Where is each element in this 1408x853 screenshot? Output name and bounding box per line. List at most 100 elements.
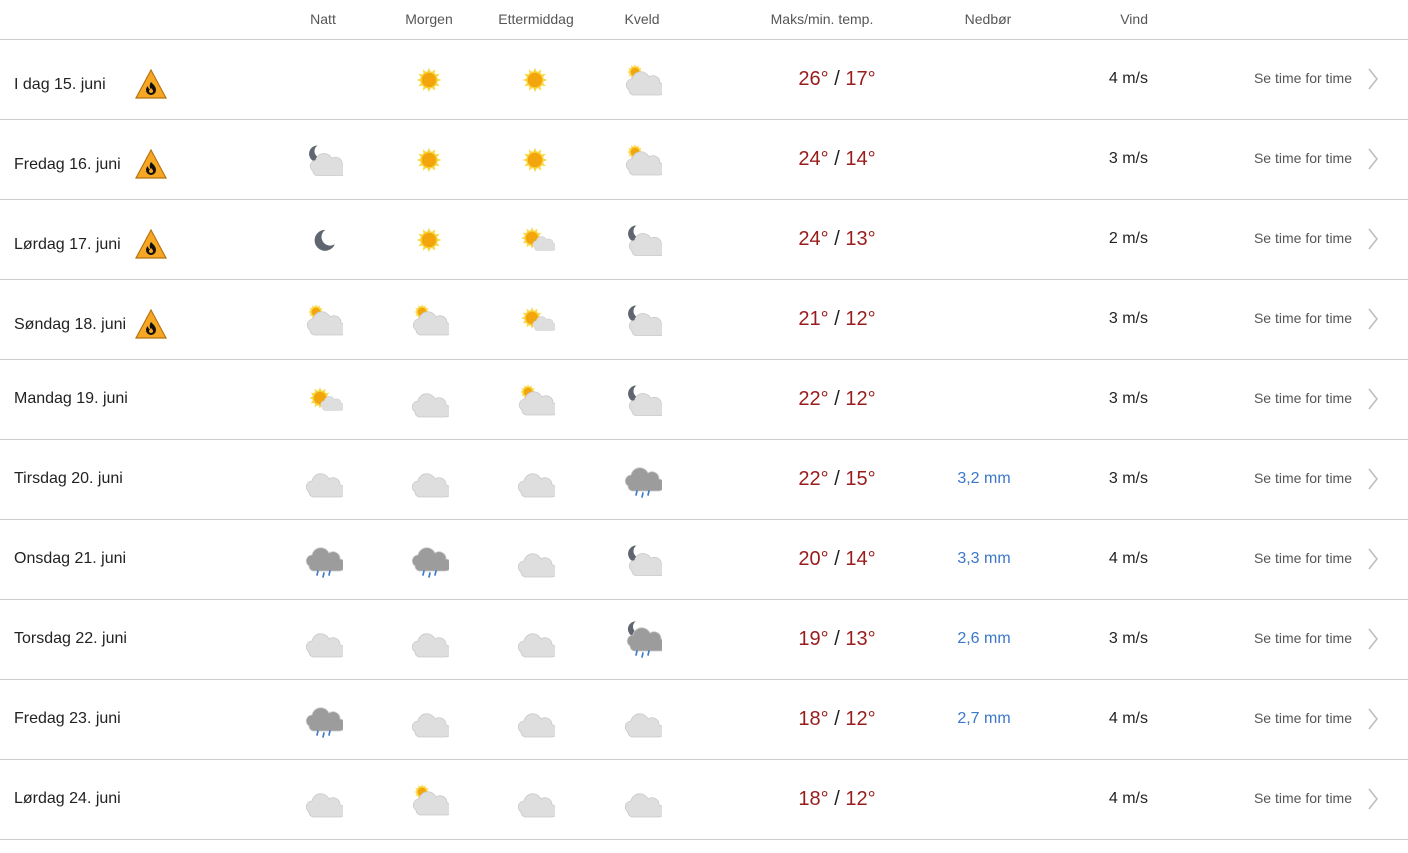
fair-day-icon [515,220,557,260]
forecast-row[interactable]: Fredag 16. juni 24° / 14° 3 m/s Se time fo… [0,120,1408,200]
header-morning: Morgen [405,11,453,27]
max-temp: 22° [798,388,829,410]
hourly-link[interactable]: Se time for time [1253,470,1352,486]
header-wind: Vind [1120,11,1148,27]
max-temp: 26° [798,68,829,90]
cloud-icon [409,380,452,420]
header-afternoon: Ettermiddag [498,11,574,27]
sun-icon [409,60,449,100]
fire-danger-warning-icon[interactable] [134,68,168,100]
forecast-row[interactable]: Tirsdag 20. juni 22° / 15° 3,2 mm 3 m/s Se … [0,440,1408,520]
chevron-right-icon[interactable] [1366,626,1380,652]
wind: 2 m/s [1108,230,1148,247]
hourly-link[interactable]: Se time for time [1253,230,1352,246]
chevron-right-icon[interactable] [1366,466,1380,492]
precipitation: 2,6 mm [957,630,1011,647]
day-label: Lørdag 17. juni [14,236,121,253]
forecast-row[interactable]: Fredag 23. juni 18° / 12° 2,7 mm 4 m/s Se t… [0,680,1408,760]
temperature: 22° / 12° [798,388,876,410]
min-temp: 13° [845,228,876,250]
max-temp: 24° [798,148,829,170]
cloud-icon [303,780,346,820]
forecast-row[interactable]: Lørdag 24. juni 18° / 12° 4 m/s Se time fo… [0,760,1408,840]
chevron-right-icon[interactable] [1366,306,1380,332]
chevron-right-icon[interactable] [1366,386,1380,412]
hourly-link[interactable]: Se time for time [1253,150,1352,166]
chevron-right-icon[interactable] [1366,146,1380,172]
day-label: Fredag 16. juni [14,156,121,173]
forecast-row[interactable]: Søndag 18. juni 21° / 12° 3 m/s Se time fo… [0,280,1408,360]
cloud-icon [515,780,558,820]
day-cell: Mandag 19. juni [14,390,134,408]
chevron-right-icon[interactable] [1366,786,1380,812]
day-cell: Fredag 16. juni [14,148,168,180]
chevron-right-icon[interactable] [1366,706,1380,732]
cloud-icon [303,620,346,660]
forecast-row[interactable]: I dag 15. juni 26° / 17° 4 m/s Se time for… [0,40,1408,120]
cloud-icon [409,700,452,740]
day-cell: Lørdag 24. juni [14,790,134,808]
day-cell: I dag 15. juni [14,68,168,100]
forecast-row[interactable]: Lørdag 17. juni 24° / 13° 2 m/s Se time fo… [0,200,1408,280]
wind: 4 m/s [1108,70,1148,87]
chevron-right-icon[interactable] [1366,226,1380,252]
max-temp: 19° [798,628,829,650]
cloud-icon [303,460,346,500]
cloud-icon [515,540,558,580]
day-cell: Onsdag 21. juni [14,550,134,568]
moon-icon [303,220,343,260]
header-temp: Maks/min. temp. [770,11,874,27]
hourly-link[interactable]: Se time for time [1253,710,1352,726]
partly-cloudy-night-icon [622,540,667,580]
temperature: 18° / 12° [798,788,876,810]
precipitation: 3,3 mm [957,550,1011,567]
fire-danger-warning-icon[interactable] [134,228,168,260]
wind: 4 m/s [1108,790,1148,807]
forecast-row[interactable]: Onsdag 21. juni 20° / 14° 3,3 mm 4 m/s Se t… [0,520,1408,600]
wind: 4 m/s [1108,550,1148,567]
rain-icon [409,540,452,580]
hourly-link[interactable]: Se time for time [1253,70,1352,86]
temperature: 18° / 12° [798,708,876,730]
partly-cloudy-day-icon [515,380,559,420]
min-temp: 14° [845,148,876,170]
min-temp: 12° [845,788,876,810]
max-temp: 22° [798,468,829,490]
cloud-icon [409,620,452,660]
fair-day-icon [515,300,557,340]
cloud-icon [515,700,558,740]
hourly-link[interactable]: Se time for time [1253,790,1352,806]
partly-cloudy-day-icon [622,140,666,180]
sun-icon [515,60,555,100]
precipitation: 3,2 mm [957,470,1011,487]
sun-icon [409,140,449,180]
forecast-row[interactable]: Torsdag 22. juni 19° / 13° 2,6 mm 3 m/s Se … [0,600,1408,680]
cloud-icon [515,620,558,660]
partly-cloudy-day-icon [622,60,666,100]
chevron-right-icon[interactable] [1366,546,1380,572]
wind: 3 m/s [1108,470,1148,487]
forecast-row[interactable]: Mandag 19. juni 22° / 12° 3 m/s Se time fo… [0,360,1408,440]
partly-cloudy-day-icon [409,780,453,820]
hourly-link[interactable]: Se time for time [1253,550,1352,566]
sun-icon [515,140,555,180]
day-cell: Torsdag 22. juni [14,630,134,648]
cloud-icon [622,780,665,820]
rain-icon [622,460,665,500]
fire-danger-warning-icon[interactable] [134,308,168,340]
header-night: Natt [310,11,336,27]
hourly-link[interactable]: Se time for time [1253,390,1352,406]
cloud-icon [409,460,452,500]
day-label: Onsdag 21. juni [14,550,127,567]
hourly-link[interactable]: Se time for time [1253,310,1352,326]
temperature: 19° / 13° [798,628,876,650]
hourly-link[interactable]: Se time for time [1253,630,1352,646]
day-label: Torsdag 22. juni [14,630,127,647]
chevron-right-icon[interactable] [1366,66,1380,92]
fire-danger-warning-icon[interactable] [134,148,168,180]
day-label: I dag 15. juni [14,76,106,93]
fair-day-icon [303,380,345,420]
min-temp: 15° [845,468,876,490]
day-label: Tirsdag 20. juni [14,470,123,487]
partly-cloudy-night-icon [622,220,667,260]
